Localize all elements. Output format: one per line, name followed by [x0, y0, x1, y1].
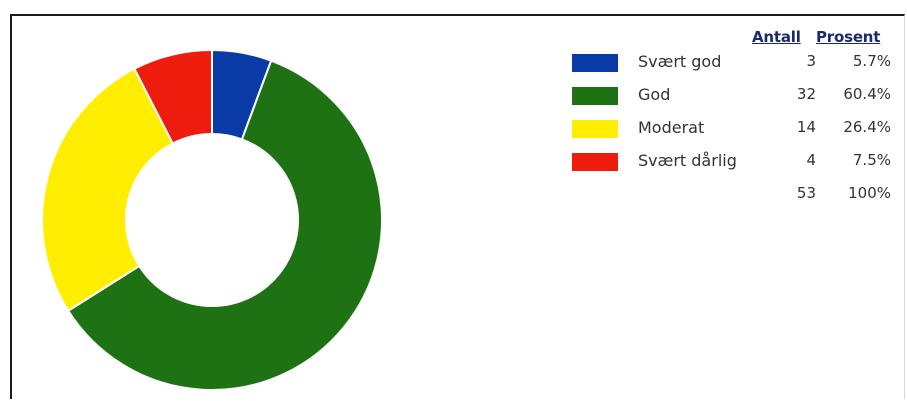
- chart-legend: Antall Prosent Svært god 3 5.7% God 32 6…: [566, 24, 896, 212]
- legend-label: God: [638, 85, 671, 104]
- legend-row: God 32 60.4%: [566, 83, 896, 116]
- slice-good: [66, 59, 383, 391]
- legend-swatch: [572, 54, 618, 72]
- legend-swatch: [572, 87, 618, 105]
- legend-percent: 5.7%: [852, 52, 891, 70]
- legend-count: 3: [806, 52, 816, 70]
- legend-label: Moderat: [638, 118, 705, 137]
- legend-count: 4: [806, 151, 816, 169]
- legend-row: Svært god 3 5.7%: [566, 50, 896, 83]
- legend-count: 14: [796, 118, 816, 136]
- slice-moderate: [41, 67, 175, 313]
- donut-chart: [41, 48, 383, 391]
- legend-label: Svært god: [638, 52, 722, 71]
- legend-percent: 60.4%: [843, 85, 891, 103]
- slice-very-poor: [133, 48, 213, 145]
- percent-column-header[interactable]: Prosent: [816, 28, 881, 46]
- legend-label: Svært dårlig: [638, 151, 737, 170]
- legend-swatch: [572, 120, 618, 138]
- legend-percent: 26.4%: [843, 118, 891, 136]
- legend-swatch: [572, 153, 618, 171]
- legend-count: 32: [796, 85, 816, 103]
- total-count: 53: [796, 184, 816, 202]
- count-column-header[interactable]: Antall: [752, 28, 801, 46]
- legend-percent: 7.5%: [852, 151, 891, 169]
- legend-header: Antall Prosent: [566, 24, 896, 50]
- total-percent: 100%: [848, 184, 891, 202]
- legend-row: Moderat 14 26.4%: [566, 116, 896, 149]
- legend-row: Svært dårlig 4 7.5%: [566, 149, 896, 182]
- legend-total-row: 53 100%: [566, 182, 896, 212]
